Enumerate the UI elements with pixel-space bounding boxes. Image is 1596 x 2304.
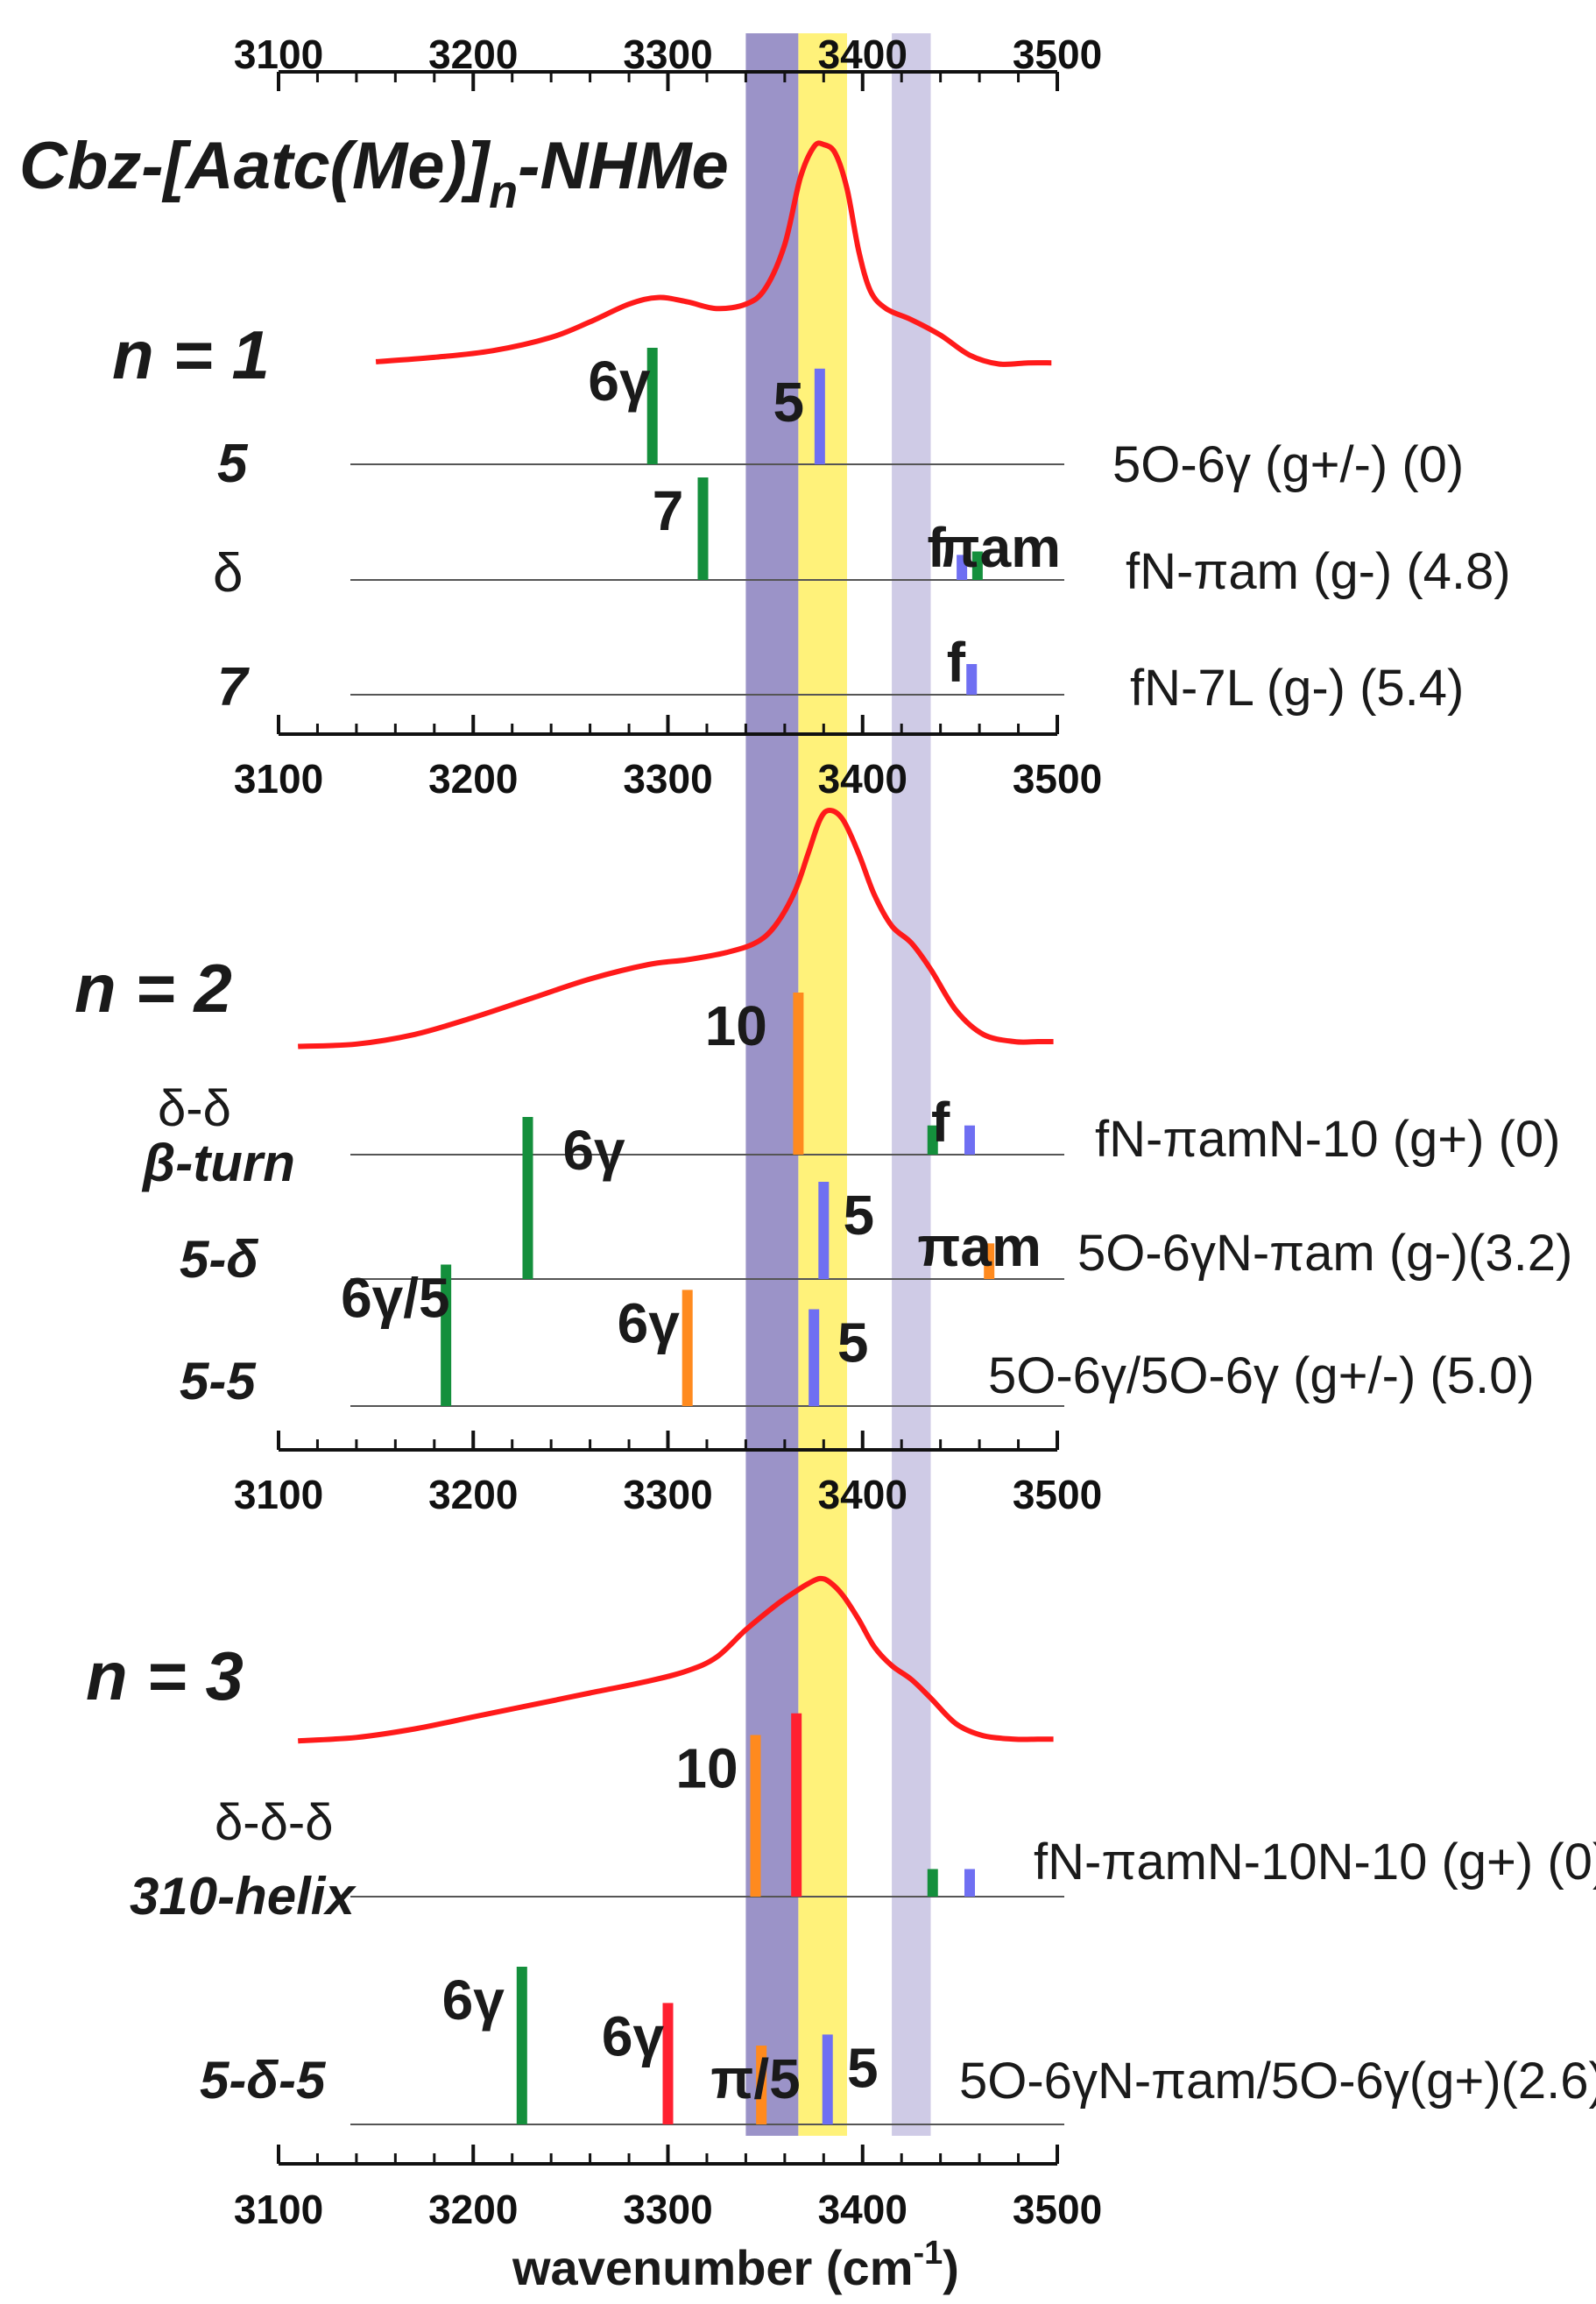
energy-n1-7: fN-7L (g-) (5.4) (1130, 660, 1464, 717)
tick-label-3300: 3300 (623, 1472, 712, 1517)
panel-label-n3: n = 3 (86, 1637, 244, 1714)
tick-label-3300: 3300 (623, 32, 712, 77)
tick-label-3400: 3400 (818, 756, 907, 802)
stick-n2-row0-0 (793, 993, 804, 1155)
tick-label-3200: 3200 (428, 756, 518, 802)
stick-n3-row0-3 (964, 1869, 975, 1897)
figure-title: Cbz-[Aatc(Me)]n-NHMe (19, 129, 729, 218)
energy-n3-ddd: fN-πamN-10N-10 (g+) (0) (1034, 1834, 1596, 1891)
energy-n2-dd: fN-πamN-10 (g+) (0) (1095, 1111, 1561, 1168)
row-name-n1-delta: δ (213, 543, 244, 604)
stick-label-n3-row1-0: 6γ (442, 1968, 505, 2032)
row-name-n1-7: 7 (217, 657, 250, 717)
tick-label-3300: 3300 (623, 2187, 712, 2232)
tick-label-3200: 3200 (428, 1472, 518, 1517)
stick-label-n2-row0-1: f (931, 1091, 950, 1154)
stick-n2-row1-0 (522, 1117, 533, 1279)
stick-label-n2-row2-1: 6γ (618, 1291, 681, 1354)
stick-n2-row0-2 (964, 1125, 975, 1155)
stick-label-n2-row0-0: 10 (705, 994, 767, 1057)
stick-n2-row2-2 (809, 1309, 820, 1406)
energy-n2-55: 5O-6γ/5O-6γ (g+/-) (5.0) (988, 1347, 1535, 1404)
stick-n3-row0-0 (750, 1735, 761, 1897)
stick-label-n3-row1-2: π/5 (710, 2047, 800, 2110)
row-name-n1-5: 5 (217, 434, 249, 494)
shaded-band-1 (798, 33, 847, 2136)
tick-label-3400: 3400 (818, 2187, 907, 2232)
stick-n3-row0-2 (927, 1869, 938, 1897)
panel-label-n1: n = 1 (112, 316, 270, 393)
stick-n3-row1-3 (822, 2034, 833, 2124)
stick-n1-row0-0 (646, 348, 658, 464)
stick-n3-row1-1 (662, 2003, 674, 2124)
stick-label-n1-row1-1: f (928, 516, 947, 579)
stick-label-n1-row0-0: 6γ (588, 350, 651, 413)
tick-label-3500: 3500 (1013, 32, 1102, 77)
stick-n1-row0-1 (814, 368, 825, 464)
stick-n2-row1-2 (984, 1243, 995, 1279)
stick-label-n1-row1-2: πam (937, 516, 1062, 579)
stick-label-n2-row1-0: 6γ (562, 1119, 625, 1182)
row-name-n3-ddd: δ-δ-δ (215, 1794, 333, 1851)
stick-n3-row1-2 (756, 2046, 767, 2124)
stick-n1-row1-0 (697, 477, 709, 580)
energy-n1-5: 5O-6γ (g+/-) (0) (1112, 436, 1464, 493)
tick-label-3100: 3100 (234, 756, 323, 802)
tick-label-3100: 3100 (234, 32, 323, 77)
tick-label-3300: 3300 (623, 756, 712, 802)
panel-label-n2: n = 2 (74, 950, 232, 1027)
stick-label-n2-row1-2: πam (917, 1215, 1042, 1278)
tick-label-3200: 3200 (428, 32, 518, 77)
spectra (298, 140, 1054, 1744)
stick-n1-row1-1 (957, 555, 968, 580)
stick-n3-row1-0 (516, 1967, 527, 2124)
shaded-bands (745, 33, 931, 2136)
tick-label-3500: 3500 (1013, 756, 1102, 802)
stick-label-n1-row2-0: f (947, 631, 966, 694)
energy-n3-5d5: 5O-6γN-πam/5O-6γ(g+)(2.6) (959, 2053, 1596, 2110)
tick-label-3500: 3500 (1013, 2187, 1102, 2232)
stick-label-n3-row0-0: 10 (675, 1737, 738, 1800)
stick-n1-row1-2 (971, 551, 983, 580)
stick-label-n3-row1-3: 5 (847, 2036, 879, 2099)
stick-label-n2-row2-2: 5 (837, 1311, 869, 1375)
row-name-n2-bturn: β-turn (141, 1134, 295, 1192)
tick-label-3400: 3400 (818, 1472, 907, 1517)
stick-label-n1-row1-0: 7 (653, 479, 684, 542)
stick-label-n3-row1-1: 6γ (602, 2004, 665, 2067)
row-name-n2-dd: δ-δ (158, 1080, 231, 1137)
tick-label-3200: 3200 (428, 2187, 518, 2232)
stick-n2-row1-1 (818, 1182, 830, 1279)
spectrum-curve-n3 (298, 1575, 1054, 1744)
stick-label-n2-row2-0: 6γ/5 (341, 1267, 450, 1330)
stick-n2-row2-1 (681, 1290, 693, 1406)
row-baselines (350, 463, 1064, 2125)
stick-label-n2-row1-1: 5 (844, 1184, 875, 1247)
row-name-n3-helix: 310-helix (130, 1867, 357, 1926)
tick-label-3100: 3100 (234, 2187, 323, 2232)
energy-n2-5d: 5O-6γN-πam (g-)(3.2) (1077, 1225, 1572, 1282)
stick-label-n1-row0-1: 5 (773, 371, 804, 434)
shaded-band-2 (892, 33, 931, 2136)
energy-n1-delta: fN-πam (g-) (4.8) (1126, 543, 1511, 600)
stick-n2-row0-1 (927, 1125, 938, 1155)
row-name-n2-5d: 5-δ (180, 1230, 258, 1289)
stick-n1-row2-0 (966, 664, 978, 695)
stick-n2-row2-0 (441, 1264, 452, 1406)
computed-frequency-sticks (441, 348, 995, 2124)
row-name-n2-55: 5-5 (180, 1352, 257, 1410)
x-axis-title: wavenumber (cm-1) (512, 2235, 959, 2295)
wavenumber-axes: 3100 3200 3300 3400 3500 3100 3200 3300 3400 3500… (234, 32, 1102, 2232)
spectrum-curve-n2 (298, 808, 1054, 1050)
tick-label-3500: 3500 (1013, 1472, 1102, 1517)
spectrum-curve-n1 (375, 140, 1052, 367)
tick-label-3100: 3100 (234, 1472, 323, 1517)
stick-n3-row0-1 (791, 1713, 802, 1897)
tick-label-3400: 3400 (818, 32, 907, 77)
row-name-n3-5d5: 5-δ-5 (200, 2051, 327, 2110)
